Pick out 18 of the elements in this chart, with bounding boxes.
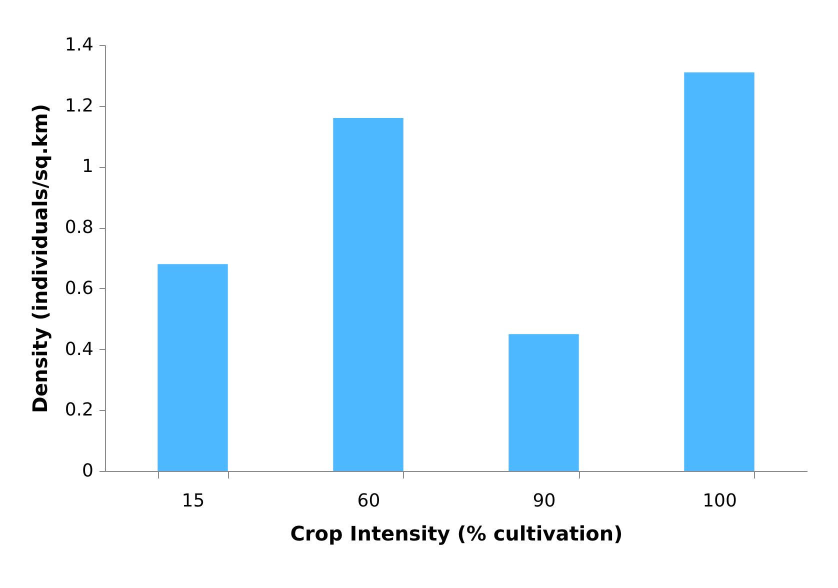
y-tick-label: 0 (82, 460, 94, 482)
x-axis-title: Crop Intensity (% cultivation) (290, 522, 623, 546)
y-tick-label: 1.2 (64, 95, 94, 116)
y-tick-label: 0.2 (64, 400, 94, 421)
bar (508, 334, 579, 471)
y-tick-label: 1 (82, 156, 94, 178)
bar (684, 72, 754, 471)
y-tick-label: 0.8 (64, 217, 94, 238)
x-tick-label: 60 (357, 490, 380, 512)
y-tick-label: 0.4 (64, 338, 94, 360)
y-tick-label: 1.4 (64, 34, 94, 56)
x-tick-label: 90 (532, 490, 556, 512)
y-tick-label: 0.6 (64, 278, 94, 299)
x-tick-label: 15 (182, 490, 205, 512)
bar (158, 264, 228, 471)
x-tick-label: 100 (702, 490, 737, 512)
bar (333, 118, 404, 471)
y-axis-title: Density (individuals/sq.km) (28, 104, 52, 414)
